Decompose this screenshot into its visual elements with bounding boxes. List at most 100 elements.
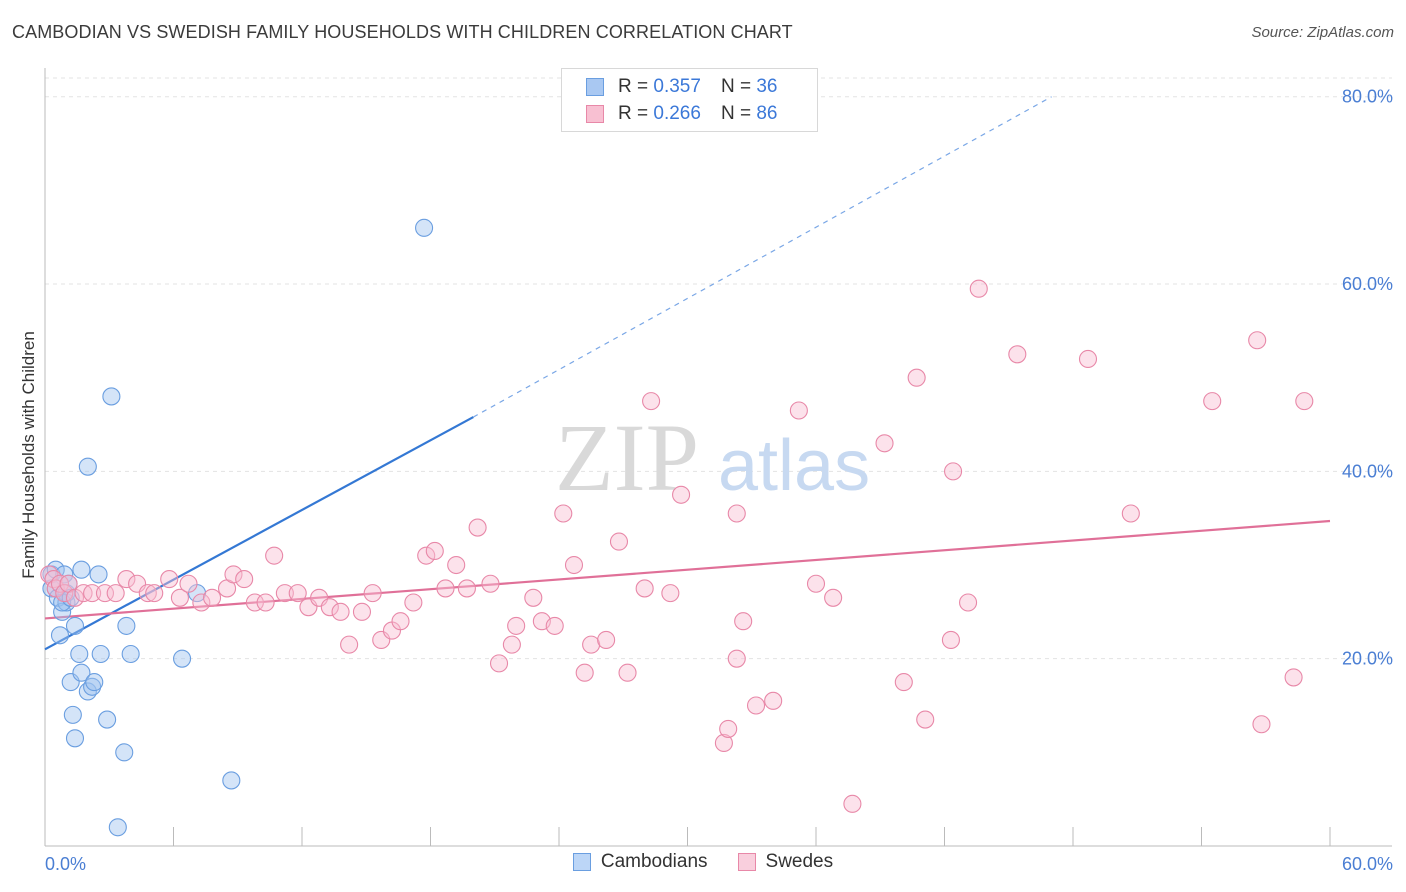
swede-point — [170, 588, 189, 607]
swede-point — [340, 635, 359, 654]
swede-point — [65, 588, 85, 607]
cambodian-point — [50, 626, 70, 645]
legend-n-label: N = — [720, 103, 752, 124]
swede-point — [642, 392, 661, 411]
tick-labels: 20.0% 40.0% 60.0% 80.0% 0.0% 60.0% — [45, 87, 1393, 874]
swede-point — [969, 279, 988, 298]
legend-r-value: 0.266 — [653, 103, 701, 124]
legend-r-label: R = — [618, 76, 649, 97]
cambodian-point — [72, 663, 91, 682]
swede-point — [265, 546, 284, 565]
cambodian-point — [117, 616, 136, 635]
cambodian-point — [91, 644, 110, 664]
swede-point — [138, 584, 157, 603]
swede-point — [907, 368, 926, 387]
cambodian-point — [78, 457, 97, 476]
y-tick-label: 80.0% — [1342, 87, 1393, 107]
y-tick-label: 40.0% — [1342, 461, 1393, 481]
legend-swatch-cambodians — [586, 78, 604, 96]
watermark-atlas: atlas — [718, 426, 870, 506]
swede-point — [734, 612, 753, 631]
swede-point — [764, 691, 783, 710]
legend-item-cambodians[interactable]: Cambodians — [572, 851, 708, 873]
legend-row-cambodians: R = 0.357 N = 36 — [586, 76, 777, 98]
swede-point — [719, 719, 738, 738]
swede-point — [352, 602, 372, 621]
y-tick-label: 20.0% — [1342, 649, 1393, 669]
swede-point — [714, 733, 733, 753]
swede-point — [160, 570, 179, 589]
swede-point — [192, 593, 211, 612]
swede-point — [545, 616, 564, 635]
cambodian-point — [115, 743, 134, 762]
swede-point — [502, 635, 521, 654]
swede-point — [235, 570, 254, 589]
swede-point — [618, 663, 637, 682]
cambodian-point — [173, 649, 192, 668]
swede-point — [363, 584, 382, 603]
cambodian-point — [89, 565, 108, 584]
legend-swatch-swedes — [737, 853, 756, 871]
swede-point — [489, 654, 509, 673]
swede-point — [320, 598, 339, 617]
legend-r-value: 0.357 — [653, 76, 701, 97]
swede-point — [391, 612, 410, 631]
swede-point — [609, 532, 629, 551]
watermark: ZIP atlas — [555, 404, 870, 511]
swede-point — [597, 630, 616, 650]
swede-point — [944, 462, 963, 481]
data-points — [40, 218, 1314, 837]
cambodian-point — [121, 644, 140, 664]
swede-point — [1121, 504, 1140, 523]
cambodian-point — [65, 616, 85, 635]
swede-point — [1078, 349, 1098, 369]
correlation-legend: R = 0.357 N = 36 R = 0.266 N = 86 — [561, 68, 818, 132]
y-tick-label: 60.0% — [1342, 274, 1393, 294]
swede-point — [436, 579, 455, 598]
swede-point — [672, 485, 691, 504]
cambodian-point — [98, 710, 117, 729]
swede-point — [447, 555, 466, 575]
swede-point — [824, 588, 843, 607]
legend-n-value: 36 — [756, 76, 778, 97]
swede-point — [288, 584, 307, 603]
swede-point — [481, 574, 500, 593]
swede-point — [425, 541, 444, 561]
swede-point — [564, 555, 584, 575]
cambodian-point — [108, 818, 127, 837]
x-tick-label: 0.0% — [45, 854, 86, 874]
swede-point — [179, 574, 198, 593]
swede-point — [727, 504, 746, 523]
swede-point — [894, 673, 913, 692]
trend-lines — [44, 96, 1331, 651]
cambodian-point — [83, 677, 102, 696]
swede-point — [582, 635, 601, 654]
swede-point — [1248, 331, 1267, 350]
swede-point — [524, 588, 543, 607]
cambodian-point — [102, 387, 121, 406]
swede-point — [1252, 715, 1271, 734]
legend-label-swedes: Swedes — [765, 851, 834, 872]
swede-point — [843, 794, 862, 813]
swede-point — [83, 584, 102, 603]
swede-point — [1008, 345, 1027, 364]
swede-point — [1203, 392, 1222, 411]
legend-item-swedes[interactable]: Swedes — [737, 851, 834, 873]
swede-point — [224, 565, 243, 584]
swede-point — [256, 593, 275, 612]
cambodian-point — [70, 644, 89, 664]
swede-point — [468, 518, 487, 537]
swede-point — [941, 630, 960, 650]
swede-point — [457, 579, 476, 598]
swede-point — [417, 546, 436, 565]
swede-point — [507, 616, 526, 635]
cambodian-point — [222, 771, 241, 790]
legend-row-swedes: R = 0.266 N = 86 — [586, 103, 777, 125]
cambodian-point — [63, 705, 82, 724]
swede-point — [806, 574, 826, 593]
legend-label-cambodians: Cambodians — [600, 851, 708, 872]
watermark-zip: ZIP — [555, 404, 699, 511]
swede-point — [554, 504, 573, 523]
legend-swatch-swedes — [586, 105, 604, 123]
